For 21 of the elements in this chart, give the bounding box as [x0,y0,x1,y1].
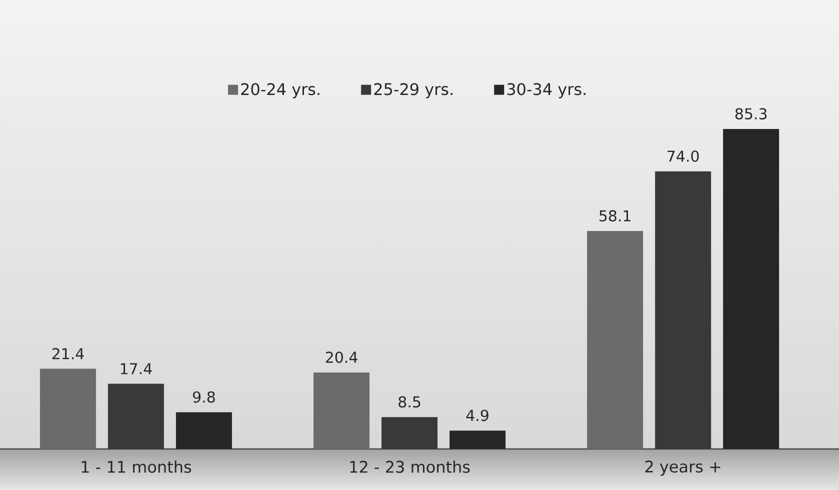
data-label: 9.8 [192,391,215,403]
bar [723,128,780,449]
data-label: 21.4 [52,348,84,360]
x-tick-label: 2 years + [645,460,720,476]
legend-label: 25-29 yrs. [374,83,452,98]
data-label: 8.5 [398,396,420,408]
bar [450,430,506,449]
data-label: 58.1 [600,210,630,222]
data-label: 20.4 [326,352,358,363]
legend-label: 20-24 yrs. [241,83,320,98]
data-label: 17.4 [120,363,152,374]
legend-label: 30-34 yrs. [507,83,586,98]
bar [176,412,232,449]
bar [40,368,96,449]
x-tick-label: 12 - 23 months [350,460,470,473]
data-label: 4.9 [466,410,488,422]
data-label: 85.3 [735,108,767,120]
data-label: 74.0 [668,150,699,162]
x-tick-label: 1 - 11 months [82,460,192,473]
bar [587,231,644,449]
bar [314,372,370,449]
